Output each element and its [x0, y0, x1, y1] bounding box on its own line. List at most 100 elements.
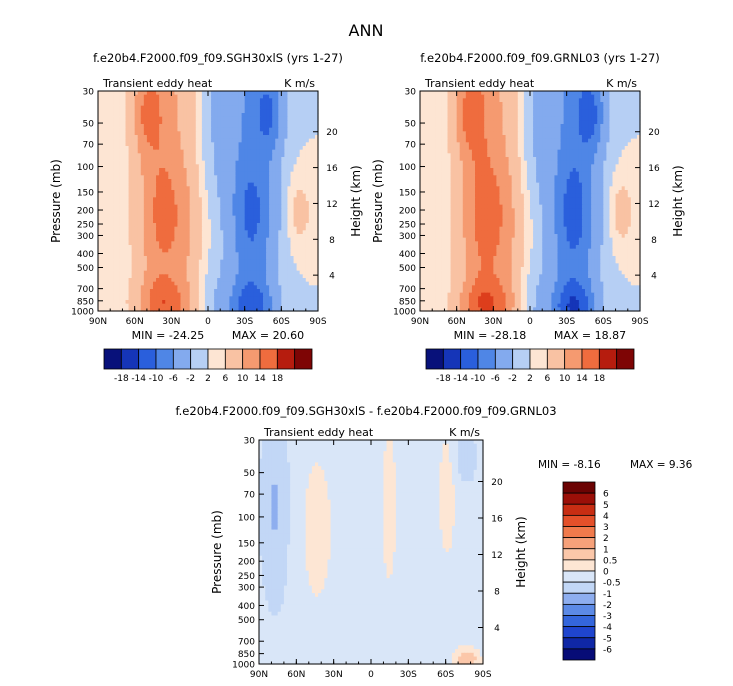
field-cell — [119, 204, 124, 209]
field-cell — [119, 109, 124, 114]
field-cell — [131, 193, 136, 198]
field-cell — [171, 149, 175, 154]
field-cell — [247, 127, 252, 132]
field-cell — [165, 201, 169, 206]
field-cell — [165, 105, 169, 110]
field-cell — [122, 113, 127, 118]
field-cell — [125, 146, 130, 151]
field-cell — [189, 149, 194, 154]
field-cell — [269, 168, 273, 173]
field-cell — [281, 91, 285, 96]
field-cell — [128, 146, 133, 151]
field-cell — [146, 157, 151, 162]
field-cell — [153, 193, 157, 198]
field-cell — [290, 160, 295, 165]
field-cell — [174, 138, 179, 143]
field-cell — [183, 146, 188, 151]
field-cell — [131, 91, 136, 96]
field-cell — [284, 109, 289, 114]
field-cell — [116, 197, 120, 202]
field-cell — [281, 153, 285, 158]
field-cell — [259, 175, 264, 180]
field-cell — [250, 164, 255, 169]
field-cell — [253, 102, 258, 107]
field-cell — [284, 105, 289, 110]
field-cell — [308, 171, 313, 176]
field-cell — [272, 168, 276, 173]
field-cell — [259, 197, 264, 202]
field-cell — [208, 182, 212, 187]
field-cell — [101, 157, 105, 162]
field-cell — [256, 190, 261, 195]
field-cell — [201, 153, 206, 158]
colorbar-label: 2 — [205, 374, 211, 384]
field-cell — [244, 201, 249, 206]
field-cell — [244, 102, 249, 107]
field-cell — [131, 157, 136, 162]
field-cell — [247, 193, 252, 198]
field-cell — [284, 171, 289, 176]
field-cell — [250, 197, 255, 202]
field-cell — [177, 138, 182, 143]
field-cell — [116, 186, 120, 191]
field-cell — [110, 120, 114, 125]
field-cell — [180, 102, 185, 107]
field-cell — [183, 179, 188, 184]
field-cell — [165, 208, 169, 213]
field-cell — [128, 157, 133, 162]
field-cell — [287, 179, 292, 184]
field-cell — [165, 91, 169, 96]
max-label: MAX = 20.60 — [232, 329, 304, 342]
field-cell — [263, 127, 267, 132]
colorbar-label: 18 — [272, 374, 284, 384]
field-cell — [113, 146, 117, 151]
field-cell — [116, 146, 120, 151]
field-cell — [171, 113, 175, 118]
field-cell — [247, 201, 252, 206]
field-cell — [156, 149, 160, 154]
field-cell — [110, 124, 114, 129]
field-cell — [128, 94, 133, 99]
field-cell — [281, 175, 285, 180]
field-cell — [204, 208, 209, 213]
field-cell — [314, 116, 319, 121]
field-cell — [314, 124, 319, 129]
field-cell — [186, 102, 191, 107]
field-cell — [263, 109, 267, 114]
field-cell — [214, 175, 218, 180]
field-cell — [104, 102, 108, 107]
field-cell — [140, 157, 145, 162]
field-cell — [174, 98, 179, 103]
field-cell — [189, 131, 194, 136]
field-cell — [180, 197, 185, 202]
field-cell — [235, 138, 240, 143]
field-cell — [235, 204, 240, 209]
field-cell — [223, 135, 227, 140]
field-cell — [296, 142, 301, 147]
field-cell — [247, 164, 252, 169]
field-cell — [217, 201, 221, 206]
field-cell — [113, 91, 117, 96]
field-cell — [299, 149, 304, 154]
field-cell — [235, 208, 240, 213]
field-cell — [125, 190, 130, 195]
field-cell — [180, 157, 185, 162]
field-cell — [104, 164, 108, 169]
field-cell — [186, 138, 191, 143]
field-cell — [146, 142, 151, 147]
field-cell — [305, 135, 310, 140]
field-cell — [220, 175, 224, 180]
field-cell — [220, 127, 224, 132]
field-cell — [269, 98, 273, 103]
field-cell — [238, 193, 243, 198]
field-cell — [235, 135, 240, 140]
field-cell — [192, 171, 197, 176]
field-cell — [119, 127, 124, 132]
field-cell — [275, 160, 279, 165]
field-cell — [119, 131, 124, 136]
field-cell — [241, 160, 246, 165]
field-cell — [180, 94, 185, 99]
field-cell — [287, 138, 292, 143]
field-cell — [107, 135, 111, 140]
field-cell — [238, 102, 243, 107]
